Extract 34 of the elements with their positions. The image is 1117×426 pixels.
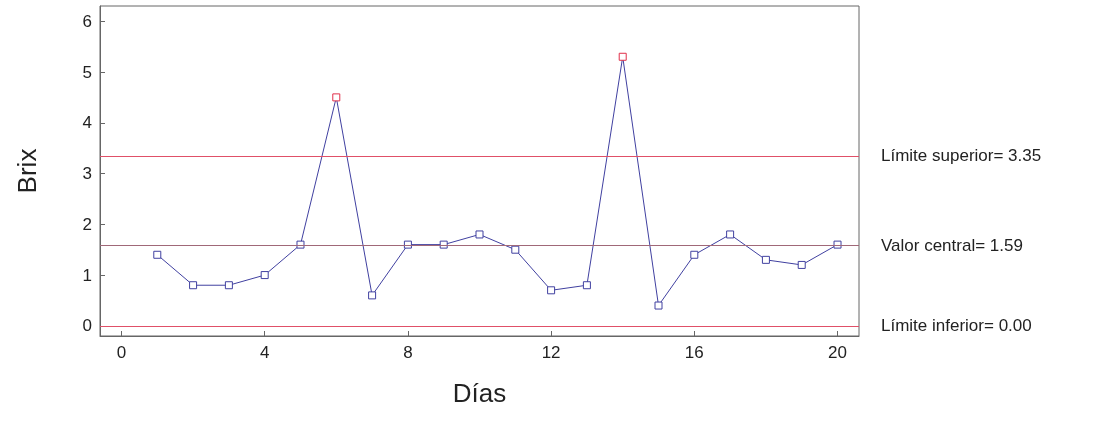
y-tick-label: 2 bbox=[82, 214, 92, 234]
point bbox=[618, 52, 627, 61]
ref-line-label: Límite superior= 3.35 bbox=[881, 146, 1042, 166]
y-tick-label: 1 bbox=[82, 265, 92, 285]
point bbox=[475, 230, 484, 239]
point bbox=[153, 250, 162, 259]
y-tick-label: 3 bbox=[82, 164, 92, 184]
x-tick-label: 4 bbox=[259, 343, 270, 362]
y-axis-title: Brix bbox=[12, 148, 42, 194]
x-tick-label: 20 bbox=[828, 343, 847, 362]
point bbox=[511, 245, 520, 254]
y-tick-label: 4 bbox=[82, 113, 92, 133]
point bbox=[368, 291, 377, 300]
x-axis-title: Días bbox=[452, 378, 507, 408]
point bbox=[654, 301, 663, 310]
point bbox=[332, 93, 341, 102]
point bbox=[547, 286, 556, 295]
y-tick-label: 5 bbox=[82, 62, 92, 82]
x-tick-label: 8 bbox=[403, 343, 413, 362]
point bbox=[582, 281, 591, 290]
point bbox=[260, 271, 269, 280]
point bbox=[726, 230, 735, 239]
point bbox=[189, 281, 198, 290]
point bbox=[761, 255, 770, 264]
point bbox=[690, 250, 699, 259]
point bbox=[224, 281, 233, 290]
y-tick-label: 6 bbox=[82, 11, 92, 31]
y-tick-label: 0 bbox=[82, 316, 92, 336]
point bbox=[797, 260, 806, 269]
ref-line-label: Valor central= 1.59 bbox=[881, 235, 1023, 255]
x-tick-label: 0 bbox=[116, 343, 127, 362]
ref-line-label: Límite inferior= 0.00 bbox=[881, 316, 1032, 336]
x-tick-label: 12 bbox=[541, 343, 561, 362]
x-tick-label: 16 bbox=[684, 343, 704, 362]
